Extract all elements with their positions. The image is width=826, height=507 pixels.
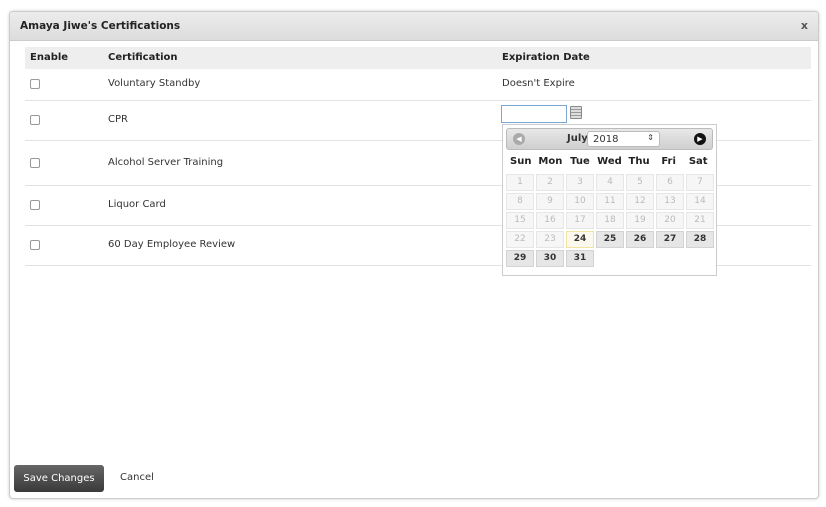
close-icon[interactable]: x bbox=[800, 19, 808, 32]
day-25[interactable]: 25 bbox=[596, 231, 624, 248]
day-12: 12 bbox=[626, 193, 654, 210]
enable-checkbox[interactable] bbox=[30, 200, 40, 210]
day-20: 20 bbox=[656, 212, 684, 229]
enable-checkbox[interactable] bbox=[30, 240, 40, 250]
datepicker-header: ◀ July 2018 ⇕ ▶ bbox=[506, 128, 713, 150]
day-15: 15 bbox=[506, 212, 534, 229]
days-grid: 1 2 3 4 5 6 7 8 9 10 11 12 13 14 15 16 17 18 19 20 21 22 23 24 2… bbox=[506, 174, 714, 267]
weekday-label: Sat bbox=[688, 156, 708, 167]
column-expiration: Expiration Date bbox=[502, 52, 590, 63]
day-23: 23 bbox=[536, 231, 564, 248]
save-changes-button[interactable]: Save Changes bbox=[14, 465, 104, 492]
day-4: 4 bbox=[596, 174, 624, 191]
weekday-label: Thu bbox=[628, 156, 650, 167]
expiration-value: Doesn't Expire bbox=[502, 78, 575, 89]
table-header: Enable Certification Expiration Date bbox=[25, 47, 811, 69]
cpr-expiration-date-input[interactable] bbox=[501, 105, 567, 123]
table-row: Alcohol Server Training bbox=[25, 141, 811, 186]
day-14: 14 bbox=[686, 193, 714, 210]
day-1: 1 bbox=[506, 174, 534, 191]
dialog-header: Amaya Jiwe's Certifications x bbox=[10, 12, 818, 41]
table-row: 60 Day Employee Review bbox=[25, 226, 811, 266]
day-28[interactable]: 28 bbox=[686, 231, 714, 248]
enable-checkbox[interactable] bbox=[30, 115, 40, 125]
column-enable: Enable bbox=[30, 52, 69, 63]
day-29[interactable]: 29 bbox=[506, 250, 534, 267]
table-row: Liquor Card bbox=[25, 186, 811, 226]
day-7: 7 bbox=[686, 174, 714, 191]
dialog-title: Amaya Jiwe's Certifications bbox=[20, 20, 181, 32]
enable-checkbox[interactable] bbox=[30, 79, 40, 89]
weekday-row: Sun Mon Tue Wed Thu Fri Sat bbox=[506, 156, 713, 172]
day-30[interactable]: 30 bbox=[536, 250, 564, 267]
calendar-icon[interactable] bbox=[570, 106, 582, 119]
day-6: 6 bbox=[656, 174, 684, 191]
day-8: 8 bbox=[506, 193, 534, 210]
day-17: 17 bbox=[566, 212, 594, 229]
day-21: 21 bbox=[686, 212, 714, 229]
day-16: 16 bbox=[536, 212, 564, 229]
day-24[interactable]: 24 bbox=[566, 231, 594, 248]
weekday-label: Sun bbox=[510, 156, 532, 167]
weekday-label: Fri bbox=[661, 156, 676, 167]
day-27[interactable]: 27 bbox=[656, 231, 684, 248]
day-11: 11 bbox=[596, 193, 624, 210]
day-10: 10 bbox=[566, 193, 594, 210]
cancel-link[interactable]: Cancel bbox=[120, 472, 154, 483]
weekday-label: Mon bbox=[538, 156, 563, 167]
year-value: 2018 bbox=[593, 134, 619, 145]
certification-name: Alcohol Server Training bbox=[108, 156, 224, 168]
table-row: CPR bbox=[25, 101, 811, 141]
weekday-label: Wed bbox=[597, 156, 622, 167]
day-31[interactable]: 31 bbox=[566, 250, 594, 267]
certification-name: Voluntary Standby bbox=[108, 78, 201, 89]
datepicker-month: July bbox=[567, 133, 588, 144]
day-19: 19 bbox=[626, 212, 654, 229]
certification-name: CPR bbox=[108, 114, 128, 125]
certification-name: 60 Day Employee Review bbox=[108, 239, 236, 250]
table-row: Voluntary Standby Doesn't Expire bbox=[25, 69, 811, 101]
day-2: 2 bbox=[536, 174, 564, 191]
datepicker-year-select[interactable]: 2018 ⇕ bbox=[587, 131, 660, 147]
day-13: 13 bbox=[656, 193, 684, 210]
day-3: 3 bbox=[566, 174, 594, 191]
enable-checkbox[interactable] bbox=[30, 157, 40, 168]
column-certification: Certification bbox=[108, 52, 178, 63]
certifications-dialog: Amaya Jiwe's Certifications x Enable Cer… bbox=[9, 11, 819, 499]
weekday-label: Tue bbox=[570, 156, 590, 167]
day-22: 22 bbox=[506, 231, 534, 248]
circle-arrow-right-icon[interactable]: ▶ bbox=[694, 133, 706, 145]
day-9: 9 bbox=[536, 193, 564, 210]
certification-name: Liquor Card bbox=[108, 199, 166, 210]
day-5: 5 bbox=[626, 174, 654, 191]
day-18: 18 bbox=[596, 212, 624, 229]
select-arrows-icon: ⇕ bbox=[647, 133, 654, 142]
day-26[interactable]: 26 bbox=[626, 231, 654, 248]
circle-arrow-left-icon[interactable]: ◀ bbox=[513, 133, 525, 145]
